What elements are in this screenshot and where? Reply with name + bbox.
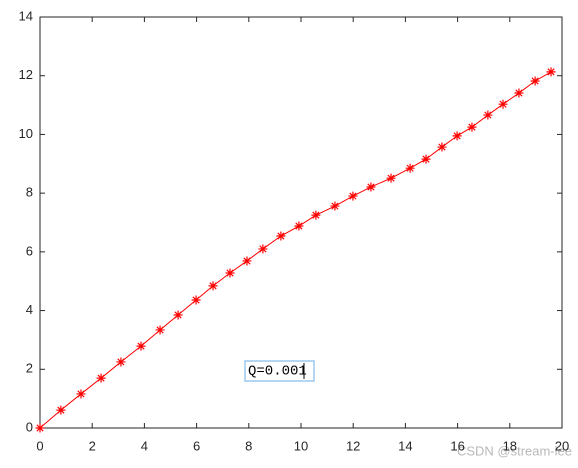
marker bbox=[294, 221, 304, 231]
marker bbox=[242, 256, 252, 266]
x-tick-label: 20 bbox=[555, 438, 569, 453]
annotation[interactable]: Q=0.001 bbox=[248, 364, 307, 380]
y-tick-label: 0 bbox=[26, 419, 33, 434]
y-tick-label: 14 bbox=[19, 8, 33, 23]
marker bbox=[348, 191, 358, 201]
marker bbox=[155, 325, 165, 335]
marker bbox=[35, 423, 45, 433]
y-tick-label: 12 bbox=[19, 67, 33, 82]
marker bbox=[366, 182, 376, 192]
y-tick-label: 2 bbox=[26, 361, 33, 376]
marker bbox=[405, 163, 415, 173]
y-tick-label: 8 bbox=[26, 185, 33, 200]
y-tick-label: 4 bbox=[26, 302, 33, 317]
x-tick-label: 8 bbox=[245, 438, 252, 453]
watermark: CSDN @stream-lee bbox=[457, 443, 572, 458]
marker bbox=[56, 405, 66, 415]
marker bbox=[191, 295, 201, 305]
x-tick-label: 4 bbox=[141, 438, 148, 453]
x-tick-label: 2 bbox=[89, 438, 96, 453]
x-tick-label: 10 bbox=[294, 438, 308, 453]
x-tick-label: 14 bbox=[398, 438, 412, 453]
marker bbox=[467, 122, 477, 132]
x-tick-label: 18 bbox=[503, 438, 517, 453]
marker bbox=[96, 373, 106, 383]
marker bbox=[437, 142, 447, 152]
marker bbox=[311, 210, 321, 220]
marker bbox=[330, 201, 340, 211]
marker bbox=[530, 76, 540, 86]
marker bbox=[116, 357, 126, 367]
marker bbox=[258, 244, 268, 254]
marker bbox=[483, 110, 493, 120]
marker bbox=[452, 131, 462, 141]
marker bbox=[225, 268, 235, 278]
marker bbox=[173, 310, 183, 320]
marker bbox=[514, 88, 524, 98]
marker bbox=[276, 231, 286, 241]
y-tick-label: 6 bbox=[26, 243, 33, 258]
y-tick-label: 10 bbox=[19, 126, 33, 141]
x-tick-label: 6 bbox=[193, 438, 200, 453]
x-tick-label: 12 bbox=[346, 438, 360, 453]
marker bbox=[546, 67, 556, 77]
marker bbox=[386, 173, 396, 183]
x-tick-label: 0 bbox=[36, 438, 43, 453]
axes-box bbox=[39, 16, 563, 429]
x-tick-label: 16 bbox=[450, 438, 464, 453]
marker bbox=[76, 389, 86, 399]
marker bbox=[498, 99, 508, 109]
annotation-box[interactable] bbox=[244, 360, 315, 382]
marker bbox=[208, 281, 218, 291]
marker bbox=[136, 341, 146, 351]
marker bbox=[421, 154, 431, 164]
